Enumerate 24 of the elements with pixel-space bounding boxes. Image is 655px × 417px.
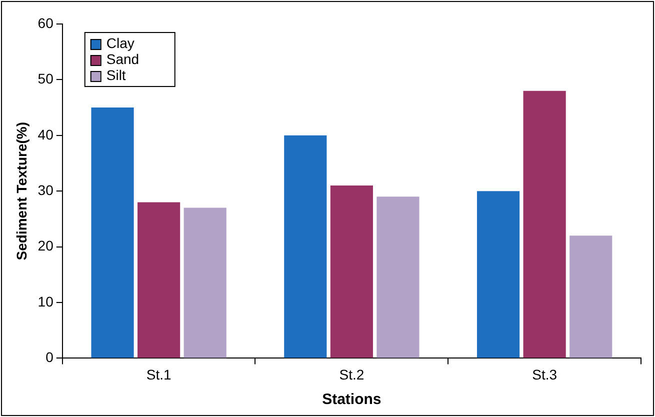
y-tick-label: 20 bbox=[38, 238, 54, 254]
x-tick-label: St.1 bbox=[146, 366, 172, 382]
y-tick-label: 60 bbox=[38, 14, 54, 31]
y-tick-label: 40 bbox=[38, 126, 54, 142]
x-axis-title: Stations bbox=[322, 391, 382, 408]
y-tick-label: 30 bbox=[38, 182, 54, 198]
bar bbox=[376, 196, 420, 358]
y-tick-label: 0 bbox=[46, 349, 54, 366]
y-axis-title: Sediment Texture(%) bbox=[13, 122, 30, 260]
legend-label: Clay bbox=[106, 34, 134, 51]
bar bbox=[184, 208, 226, 358]
bar bbox=[570, 236, 612, 358]
bar bbox=[138, 202, 180, 358]
bar bbox=[284, 135, 327, 358]
legend-label: Sand bbox=[106, 50, 140, 67]
bar bbox=[330, 186, 373, 358]
bar bbox=[523, 90, 566, 358]
y-tick-label: 10 bbox=[38, 293, 54, 310]
y-tick-label: 50 bbox=[38, 70, 54, 87]
x-tick-label: St.3 bbox=[532, 366, 558, 382]
bar bbox=[91, 108, 134, 358]
x-tick-label: St.2 bbox=[339, 366, 364, 382]
legend-label: Silt bbox=[106, 66, 126, 83]
bar bbox=[476, 191, 520, 358]
